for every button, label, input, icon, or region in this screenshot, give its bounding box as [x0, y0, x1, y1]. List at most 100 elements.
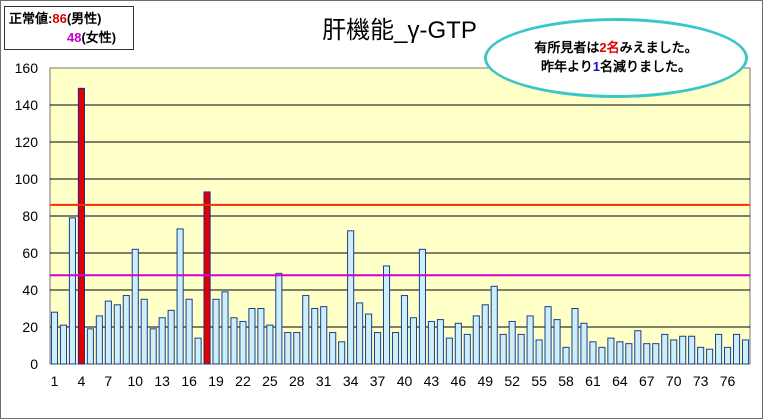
x-tick-label: 55 — [531, 373, 547, 389]
bar — [113, 304, 121, 365]
bar — [302, 295, 310, 365]
bar — [679, 335, 687, 365]
bar — [284, 332, 292, 365]
bar — [338, 341, 346, 365]
y-axis-ticks: 0 20 40 60 80 100 120 140 160 — [15, 60, 39, 372]
bar — [517, 333, 525, 365]
x-tick-label: 16 — [181, 373, 197, 389]
x-tick-label: 73 — [693, 373, 709, 389]
normal-value-legend: 正常値:86(男性) 48(女性) — [4, 6, 134, 50]
x-tick-label: 10 — [127, 373, 143, 389]
bar — [643, 343, 651, 365]
bar — [634, 330, 642, 365]
bar — [194, 337, 202, 365]
note-line1-pre: 有所見者は — [534, 40, 600, 55]
bar — [221, 291, 229, 365]
bar — [59, 324, 68, 365]
bar — [732, 333, 741, 365]
bar — [463, 333, 471, 365]
legend-row-female: 48(女性) — [9, 28, 133, 47]
bar — [535, 339, 543, 365]
y-tick-label: 160 — [15, 60, 39, 76]
bar — [427, 320, 435, 365]
x-tick-label: 31 — [316, 373, 332, 389]
bar — [544, 306, 552, 365]
bar — [382, 265, 391, 365]
bar — [616, 341, 624, 365]
gridlines — [50, 104, 750, 328]
bar — [571, 308, 579, 365]
x-tick-label: 58 — [558, 373, 574, 389]
bar — [311, 308, 319, 365]
bar — [266, 324, 274, 365]
y-tick-label: 0 — [30, 356, 38, 372]
bar — [77, 87, 85, 365]
y-tick-label: 140 — [15, 97, 39, 113]
bar — [104, 300, 112, 365]
legend-male-value: 86 — [52, 11, 67, 26]
bar — [131, 248, 139, 365]
bar — [706, 348, 714, 365]
note-line2-post: 名減りました。 — [599, 59, 691, 74]
bar — [418, 248, 426, 365]
note-line-1: 有所見者は2名みえました。 — [487, 38, 745, 57]
legend-female-label: (女性) — [81, 30, 117, 45]
bar — [472, 315, 480, 365]
note-line1-num: 2名 — [599, 40, 620, 55]
y-tick-label: 120 — [15, 134, 39, 150]
x-tick-label: 76 — [720, 373, 736, 389]
legend-label: 正常値: — [9, 11, 53, 26]
bar — [212, 298, 220, 365]
bar — [607, 337, 615, 365]
reference-lines — [50, 203, 750, 277]
bar — [661, 333, 669, 365]
x-tick-label: 19 — [208, 373, 224, 389]
y-tick-label: 100 — [15, 171, 39, 187]
note-bubble: 有所見者は2名みえました。 昨年より1名減りました。 — [484, 18, 748, 98]
bar — [176, 228, 184, 365]
bar — [356, 302, 364, 365]
x-tick-label: 49 — [477, 373, 493, 389]
y-tick-label: 20 — [22, 319, 38, 335]
bar — [239, 320, 247, 365]
bar — [374, 332, 382, 365]
x-tick-label: 28 — [289, 373, 305, 389]
bar — [553, 319, 561, 365]
bar — [625, 343, 633, 365]
bar — [140, 298, 148, 365]
y-tick-label: 80 — [22, 208, 38, 224]
bar — [158, 317, 166, 365]
bar — [391, 332, 400, 365]
x-tick-label: 25 — [262, 373, 278, 389]
y-tick-label: 40 — [22, 282, 38, 298]
bar — [347, 230, 355, 365]
legend-female-value: 48 — [67, 30, 82, 45]
note-line2-pre: 昨年より — [541, 59, 593, 74]
bar — [697, 346, 705, 365]
bar — [248, 308, 256, 365]
bar — [652, 343, 660, 365]
bar — [329, 332, 337, 365]
x-tick-label: 70 — [666, 373, 682, 389]
note-line2-num: 1 — [592, 59, 600, 74]
x-tick-label: 43 — [424, 373, 440, 389]
bar — [670, 339, 678, 365]
x-tick-label: 52 — [504, 373, 520, 389]
bar — [149, 328, 157, 365]
bar — [293, 332, 301, 365]
x-tick-label: 37 — [370, 373, 386, 389]
bar — [86, 328, 94, 365]
bar — [409, 317, 418, 365]
bar — [400, 295, 409, 365]
chart-title-container: 肝機能_γ-GTP — [0, 10, 763, 45]
bar — [320, 306, 328, 365]
bar — [490, 285, 498, 365]
bar — [436, 319, 444, 365]
bar — [499, 333, 507, 365]
bar — [508, 320, 516, 365]
bar — [122, 295, 130, 365]
bar — [454, 322, 462, 365]
bar — [68, 217, 76, 365]
bar — [230, 317, 238, 365]
bar — [715, 333, 723, 365]
